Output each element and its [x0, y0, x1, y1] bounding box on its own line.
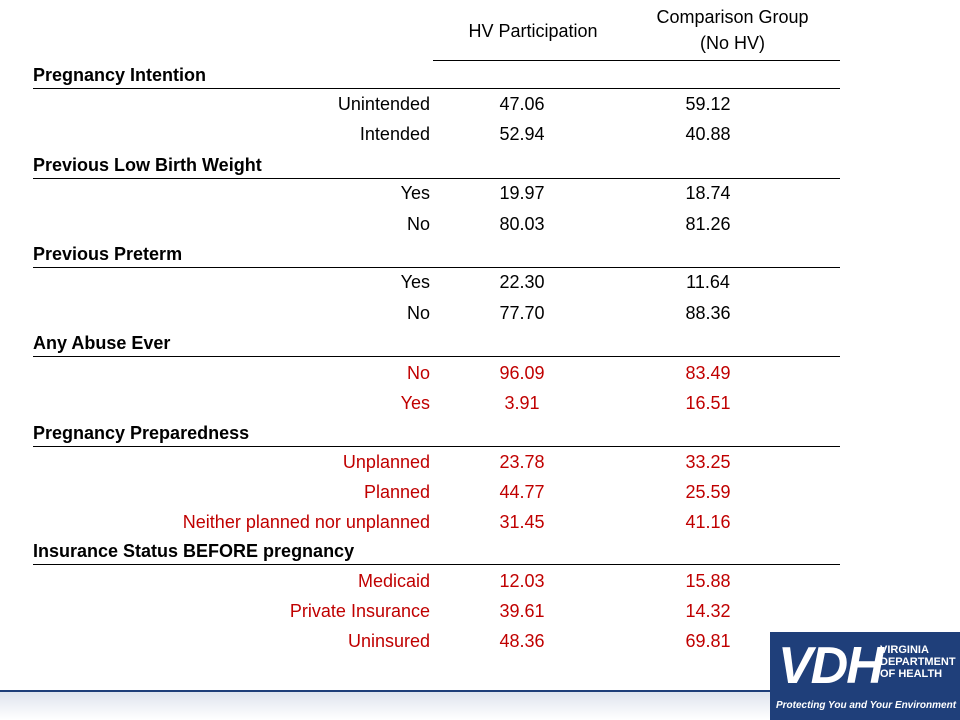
hv-value: 23.78: [499, 452, 545, 472]
row-label: Private Insurance: [289, 601, 430, 621]
section-rule: [33, 88, 840, 89]
header-hv-participation: HV Participation: [468, 21, 598, 41]
comparison-value: 69.81: [685, 631, 731, 651]
footer-divider: [0, 690, 770, 692]
row-label: Unplanned: [342, 452, 430, 472]
header-rule: [433, 60, 840, 61]
row-label: Yes: [400, 272, 430, 292]
vdh-logo: VDH VIRGINIA DEPARTMENT OF HEALTH Protec…: [770, 632, 960, 720]
hv-value: 47.06: [499, 94, 545, 114]
section-rule: [33, 267, 840, 268]
row-label: Neither planned nor unplanned: [182, 512, 430, 532]
comparison-value: 83.49: [685, 363, 731, 383]
footer-band: [0, 692, 770, 720]
hv-value: 77.70: [499, 303, 545, 323]
section-title: Insurance Status BEFORE pregnancy: [33, 541, 355, 561]
comparison-value: 15.88: [685, 571, 731, 591]
header-comparison-line2: (No HV): [699, 33, 765, 53]
section-title: Any Abuse Ever: [33, 333, 171, 353]
section-rule: [33, 356, 840, 357]
comparison-value: 18.74: [685, 183, 731, 203]
row-label: No: [406, 214, 430, 234]
comparison-value: 40.88: [685, 124, 731, 144]
table-header-hv: HV Participation: [433, 18, 633, 44]
row-label: Planned: [363, 482, 430, 502]
section-title: Previous Low Birth Weight: [33, 155, 262, 175]
row-label: No: [406, 303, 430, 323]
header-comparison-line1: Comparison Group: [656, 7, 809, 27]
hv-value: 44.77: [499, 482, 545, 502]
section-rule: [33, 178, 840, 179]
comparison-value: 81.26: [685, 214, 731, 234]
comparison-value: 41.16: [685, 512, 731, 532]
comparison-value: 11.64: [686, 272, 730, 292]
hv-value: 39.61: [499, 601, 545, 621]
hv-value: 80.03: [499, 214, 545, 234]
row-label: Uninsured: [347, 631, 430, 651]
logo-mark: VDH: [778, 637, 884, 695]
hv-value: 22.30: [499, 272, 545, 292]
section-rule: [33, 564, 840, 565]
comparison-value: 88.36: [685, 303, 731, 323]
comparison-value: 25.59: [685, 482, 731, 502]
comparison-value: 59.12: [685, 94, 731, 114]
hv-value: 19.97: [499, 183, 545, 203]
comparison-value: 14.32: [685, 601, 731, 621]
section-rule: [33, 446, 840, 447]
row-label: No: [406, 363, 430, 383]
row-label: Yes: [400, 393, 430, 413]
row-label: Medicaid: [357, 571, 430, 591]
row-label: Yes: [400, 183, 430, 203]
hv-value: 52.94: [499, 124, 545, 144]
table-header-comparison: Comparison Group (No HV): [625, 4, 840, 56]
comparison-value: 16.51: [685, 393, 731, 413]
logo-tagline: Protecting You and Your Environment: [776, 700, 957, 711]
hv-value: 31.45: [499, 512, 545, 532]
comparison-value: 33.25: [685, 452, 731, 472]
logo-department-name: VIRGINIA DEPARTMENT OF HEALTH: [880, 644, 956, 680]
hv-value: 48.36: [499, 631, 545, 651]
row-label: Unintended: [337, 94, 430, 114]
row-label: Intended: [359, 124, 430, 144]
hv-value: 96.09: [499, 363, 545, 383]
hv-value: 3.91: [504, 393, 540, 413]
section-title: Previous Preterm: [33, 244, 183, 264]
section-title: Pregnancy Intention: [33, 65, 207, 85]
section-title: Pregnancy Preparedness: [33, 423, 250, 443]
hv-value: 12.03: [499, 571, 545, 591]
